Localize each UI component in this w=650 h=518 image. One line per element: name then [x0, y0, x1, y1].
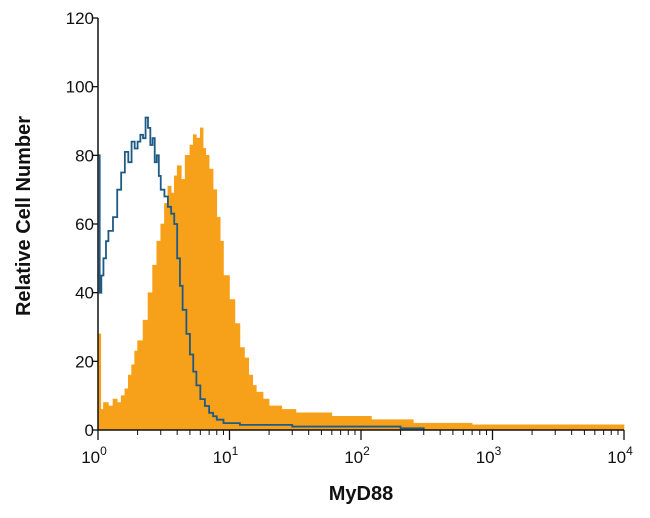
- y-tick-label: 60: [75, 215, 94, 234]
- series-outline-line: [98, 116, 425, 430]
- x-tick-label: 102: [344, 444, 370, 467]
- y-tick-label: 40: [75, 284, 94, 303]
- x-tick-label: 101: [213, 444, 239, 467]
- x-tick-label: 100: [81, 444, 107, 467]
- x-axis-title: MyD88: [329, 483, 393, 505]
- y-tick-label: 100: [66, 78, 94, 97]
- plot-series: [97, 116, 625, 431]
- y-tick-label: 20: [75, 352, 94, 371]
- x-tick-label: 103: [476, 444, 502, 467]
- y-tick-label: 120: [66, 9, 94, 28]
- y-axis-title: Relative Cell Number: [13, 116, 35, 316]
- y-tick-label: 80: [75, 146, 94, 165]
- x-tick-label: 104: [607, 444, 633, 467]
- y-ticks: 0 20 40 60 80 100 120: [66, 9, 98, 440]
- x-ticks: 100 101 102 103 104: [81, 430, 633, 467]
- series-filled-area: [97, 127, 625, 431]
- y-tick-label: 0: [85, 421, 94, 440]
